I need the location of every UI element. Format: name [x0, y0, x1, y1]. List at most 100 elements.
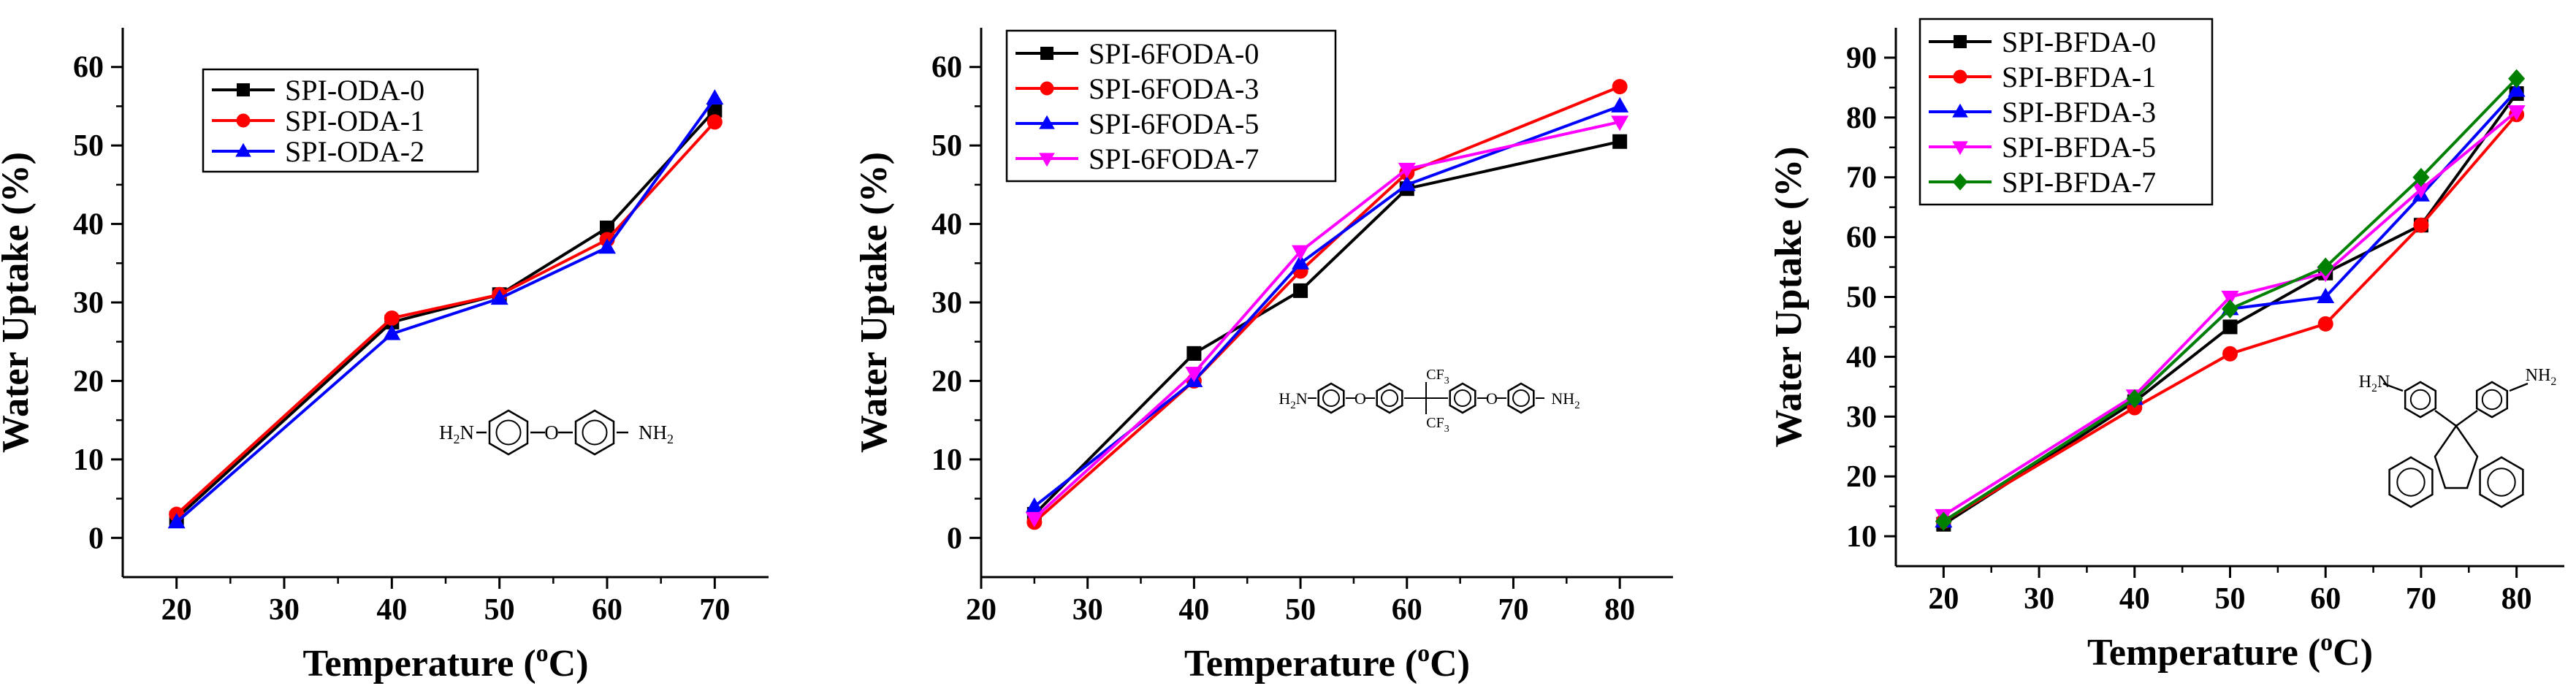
y-tick-label: 40: [931, 208, 962, 242]
benzene-ring-ring: [2396, 468, 2426, 497]
legend-label: SPI-BFDA-1: [2002, 61, 2156, 94]
amine-label-right: NH2: [1551, 389, 1579, 411]
series-line: [1033, 140, 1620, 516]
benzene-ring: [2404, 381, 2437, 419]
legend-label: SPI-BFDA-7: [2002, 166, 2156, 199]
x-tick-label: 60: [2310, 582, 2341, 616]
y-tick-label: 0: [947, 522, 962, 555]
data-point: [2317, 288, 2335, 303]
data-point: [1293, 283, 1308, 298]
amine-label-left: H2N: [1279, 389, 1307, 411]
y-tick-label: 20: [931, 365, 962, 398]
y-tick-label: 60: [73, 51, 104, 85]
legend-marker: [1039, 115, 1055, 129]
data-point: [2317, 257, 2334, 277]
data-point: [2222, 346, 2238, 362]
x-axis-title: Temperature (oC): [2087, 629, 2373, 674]
x-tick-label: 70: [2406, 582, 2436, 616]
data-point: [383, 324, 401, 340]
benzene-ring: [1449, 382, 1476, 414]
legend-marker: [1039, 153, 1055, 167]
bond: [2455, 409, 2478, 427]
data-point: [2508, 69, 2526, 88]
benzene-ring: [1507, 382, 1535, 414]
legend-label: SPI-6FODA-3: [1089, 72, 1259, 105]
chemical-structure-oda: H2N O NH2: [439, 409, 674, 456]
x-tick-label: 20: [161, 593, 192, 627]
amine-label-right: NH2: [639, 422, 674, 446]
x-tick-label: 40: [2119, 582, 2150, 616]
legend-box: [1005, 29, 1337, 183]
data-point: [1611, 96, 1629, 113]
data-point: [1612, 79, 1628, 95]
data-point: [706, 89, 724, 105]
series-SPI-ODA-2: [167, 89, 724, 529]
series-SPI-ODA-1: [169, 114, 723, 522]
legend-marker: [235, 142, 251, 157]
series-line: [1943, 113, 2518, 523]
x-tick-label: 50: [484, 593, 515, 627]
x-tick-label: 60: [592, 593, 622, 627]
amine-label-left: H2N: [2359, 373, 2390, 394]
data-point: [167, 513, 186, 529]
x-tick-label: 30: [2024, 582, 2054, 616]
data-point: [1935, 511, 1952, 531]
x-axis-title: Temperature (oC): [302, 640, 588, 685]
series-line: [1943, 77, 2518, 523]
chart-2: 0 10 20 30 40 50 60 20 30 40 50 60 70 80 Temperature (…: [853, 28, 1673, 685]
legend-marker: [1952, 173, 1968, 191]
legend-label: SPI-BFDA-3: [2002, 96, 2156, 129]
bond: [2509, 382, 2529, 392]
y-tick-label: 30: [1846, 400, 1877, 434]
benzene-ring: [574, 409, 615, 456]
benzene-ring-ring: [1454, 389, 1471, 407]
legend: SPI-BFDA-0SPI-BFDA-1SPI-BFDA-3SPI-BFDA-5…: [1918, 18, 2214, 206]
x-axis-title: Temperature (oC): [1184, 640, 1470, 685]
y-tick-label: 60: [931, 51, 962, 85]
legend-marker: [1040, 81, 1054, 96]
data-point: [1398, 175, 1416, 191]
amine-label-right: NH2: [2526, 366, 2557, 388]
y-tick-label: 10: [73, 443, 104, 477]
y-tick-label: 0: [88, 522, 104, 555]
data-point: [1185, 367, 1203, 383]
data-point: [1186, 346, 1202, 361]
y-tick-label: 50: [1846, 281, 1877, 315]
legend-label: SPI-ODA-1: [285, 104, 424, 137]
x-tick-label: 40: [1178, 593, 1209, 627]
y-tick-label: 30: [931, 286, 962, 320]
y-tick-label: 90: [1846, 42, 1877, 75]
chart-3: 10 20 30 40 50 60 70 80 90 20 30 40 50 60 70 80 Temperat…: [1768, 18, 2564, 674]
benzene-ring-ring: [582, 419, 608, 446]
legend-label: SPI-BFDA-5: [2002, 131, 2156, 164]
legend-marker: [1954, 35, 1967, 48]
data-point: [384, 310, 400, 326]
y-tick-label: 50: [73, 129, 104, 163]
chemical-structure-bfda: H2N NH2: [2359, 366, 2557, 508]
x-tick-label: 50: [2215, 582, 2246, 616]
series-SPI-6FODA-0: [1026, 134, 1628, 522]
x-tick-label: 50: [1285, 593, 1316, 627]
data-point: [1398, 162, 1416, 178]
benzene-ring: [1376, 382, 1403, 414]
ether-oxygen-label: O: [1486, 389, 1498, 408]
benzene-ring-ring: [2487, 468, 2516, 497]
series-SPI-6FODA-7: [1025, 115, 1629, 527]
y-tick-label: 40: [73, 208, 104, 242]
benzene-ring-ring: [1512, 389, 1530, 407]
legend-marker: [236, 113, 251, 128]
data-point: [2413, 217, 2429, 233]
x-tick-label: 70: [699, 593, 730, 627]
data-point: [1612, 134, 1628, 149]
legend-marker: [1952, 103, 1968, 118]
data-point: [2222, 299, 2238, 319]
legend-label: SPI-ODA-2: [285, 135, 424, 168]
chemical-structure-6foda: H2N O CF3 CF3 O NH2: [1279, 367, 1579, 435]
legend-label: SPI-ODA-0: [285, 74, 424, 107]
y-axis-title: Water Uptake (%): [853, 152, 895, 453]
fluorene-five-ring: [2434, 424, 2479, 489]
data-point: [2507, 105, 2526, 121]
y-axis-title: Water Uptake (%): [1768, 146, 1810, 447]
legend-label: SPI-6FODA-7: [1089, 142, 1259, 175]
